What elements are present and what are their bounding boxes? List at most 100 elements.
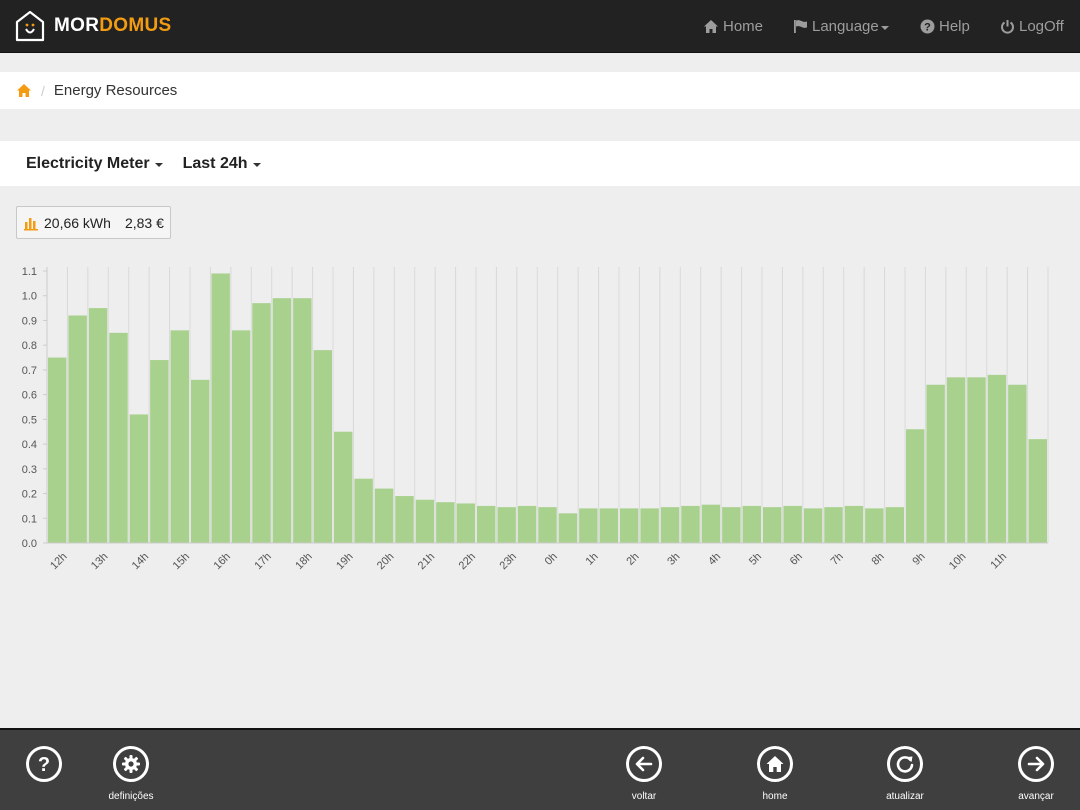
- chevron-down-icon: [880, 25, 889, 30]
- meter-dropdown-label: Electricity Meter: [26, 154, 150, 172]
- chart-bar: [395, 496, 414, 543]
- x-tick-label: 0h: [543, 551, 560, 568]
- forward-button[interactable]: avançar: [996, 746, 1076, 803]
- breadcrumb-separator: /: [41, 82, 45, 99]
- x-tick-label: 14h: [130, 551, 151, 572]
- home-icon[interactable]: [16, 83, 32, 98]
- back-button-label: voltar: [631, 791, 657, 802]
- chart-bar: [803, 508, 823, 543]
- x-tick-label: 18h: [293, 551, 314, 572]
- energy-chart: 0.0 0.1 0.2 0.3 0.4 0.5 0.6 0.7 0.8 0.9 1.0 1.1 12h 1…: [0, 255, 1080, 605]
- nav-logoff-label: LogOff: [1019, 18, 1064, 35]
- chart-bar: [783, 505, 802, 543]
- chart-bar: [1028, 439, 1047, 543]
- chart-bar: [109, 332, 128, 543]
- bottom-toolbar: ? definições voltar: [0, 728, 1080, 810]
- back-button[interactable]: voltar: [604, 746, 684, 803]
- arrow-left-icon: [626, 746, 662, 782]
- x-tick-label: 16h: [212, 551, 233, 572]
- chart-bar: [865, 508, 884, 543]
- chart-bar: [211, 273, 230, 543]
- nav-language-dropdown[interactable]: Language: [793, 0, 889, 53]
- chart-bar: [374, 488, 394, 543]
- nav-help-link[interactable]: ? Help: [920, 0, 970, 53]
- nav-logoff-link[interactable]: LogOff: [1000, 0, 1064, 53]
- brand-logo-link[interactable]: MORDOMUS: [14, 9, 171, 43]
- forward-button-label: avançar: [1018, 791, 1054, 802]
- y-tick-label: 0.9: [22, 315, 37, 327]
- y-tick-label: 0.3: [22, 464, 37, 476]
- breadcrumb-current: Energy Resources: [53, 82, 178, 99]
- nav-language-label: Language: [812, 18, 879, 35]
- settings-button[interactable]: definições: [91, 746, 171, 803]
- chart-bar: [987, 374, 1007, 543]
- chart-bar: [170, 330, 189, 543]
- refresh-button[interactable]: atualizar: [865, 746, 945, 803]
- x-tick-label: 6h: [788, 551, 805, 568]
- arrow-right-icon: [1018, 746, 1054, 782]
- x-tick-label: 1h: [584, 551, 601, 568]
- chart-bar: [558, 513, 578, 543]
- y-tick-label: 1.0: [22, 291, 37, 303]
- chart-bar: [906, 429, 925, 543]
- period-dropdown[interactable]: Last 24h: [183, 155, 261, 173]
- x-tick-label: 20h: [375, 551, 396, 572]
- chart-bar: [885, 507, 904, 543]
- chart-bar: [497, 507, 516, 543]
- chart-toolbar: Electricity Meter Last 24h: [0, 141, 1080, 186]
- chart-bar: [967, 377, 986, 543]
- chart-bar: [722, 507, 741, 543]
- chevron-down-icon: [154, 162, 163, 167]
- chart-bar: [150, 360, 169, 543]
- chart-bar: [660, 507, 680, 543]
- y-tick-label: 0.2: [22, 489, 37, 501]
- breadcrumb: / Energy Resources: [0, 72, 1080, 109]
- chart-bar: [354, 478, 373, 543]
- x-tick-label: 3h: [665, 551, 682, 568]
- chart-bar: [68, 315, 87, 543]
- energy-bar-chart: 0.0 0.1 0.2 0.3 0.4 0.5 0.6 0.7 0.8 0.9 1.0 1.1 12h 1…: [22, 266, 1049, 572]
- chart-bar: [946, 377, 966, 543]
- x-tick-label: 9h: [910, 551, 927, 568]
- chart-bar: [701, 504, 721, 543]
- y-tick-label: 0.8: [22, 340, 37, 352]
- chart-bar: [191, 379, 210, 543]
- chart-bar: [293, 298, 312, 543]
- flag-icon: [794, 20, 807, 33]
- x-tick-label: 11h: [988, 551, 1009, 572]
- nav-help-label: Help: [939, 18, 970, 35]
- chart-bar: [129, 414, 149, 543]
- chart-bar: [231, 330, 251, 543]
- x-tick-label: 13h: [89, 551, 110, 572]
- home-button[interactable]: home: [735, 746, 815, 803]
- x-tick-label: 10h: [947, 551, 968, 572]
- refresh-icon: [887, 746, 923, 782]
- chart-bar: [599, 508, 618, 543]
- chart-bar: [640, 508, 659, 543]
- chart-bar: [456, 503, 475, 543]
- x-tick-label: 2h: [624, 551, 641, 568]
- refresh-button-label: atualizar: [886, 791, 924, 802]
- meter-dropdown[interactable]: Electricity Meter: [26, 155, 163, 173]
- y-tick-label: 0.4: [22, 439, 37, 451]
- y-tick-label: 1.1: [22, 266, 37, 278]
- chart-bar: [763, 507, 782, 543]
- x-tick-label: 23h: [498, 551, 519, 572]
- y-tick-label: 0.6: [22, 390, 37, 402]
- period-dropdown-label: Last 24h: [182, 154, 248, 172]
- chart-bar: [477, 505, 496, 543]
- help-button[interactable]: ?: [4, 746, 84, 803]
- y-tick-label: 0.7: [22, 365, 37, 377]
- top-navbar: MORDOMUS Home Language ? Help LogOff: [0, 0, 1080, 53]
- nav-home-link[interactable]: Home: [703, 0, 763, 53]
- chevron-down-icon: [252, 162, 261, 167]
- energy-total: 20,66 kWh: [44, 214, 111, 231]
- chart-bar: [272, 298, 292, 543]
- gear-icon: [113, 746, 149, 782]
- question-circle-icon: ?: [920, 19, 935, 34]
- home-icon: [704, 20, 718, 33]
- svg-text:?: ?: [38, 754, 50, 775]
- x-tick-label: 7h: [829, 551, 846, 568]
- chart-bar: [313, 350, 332, 543]
- x-tick-label: 17h: [252, 551, 273, 572]
